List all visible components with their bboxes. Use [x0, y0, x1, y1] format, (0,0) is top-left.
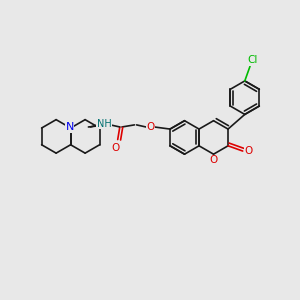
- Text: NH: NH: [97, 119, 112, 129]
- Text: O: O: [112, 143, 120, 153]
- Text: O: O: [146, 122, 154, 132]
- Text: Cl: Cl: [247, 55, 257, 65]
- Text: O: O: [209, 155, 218, 166]
- Text: N: N: [65, 122, 74, 132]
- Text: O: O: [245, 146, 253, 156]
